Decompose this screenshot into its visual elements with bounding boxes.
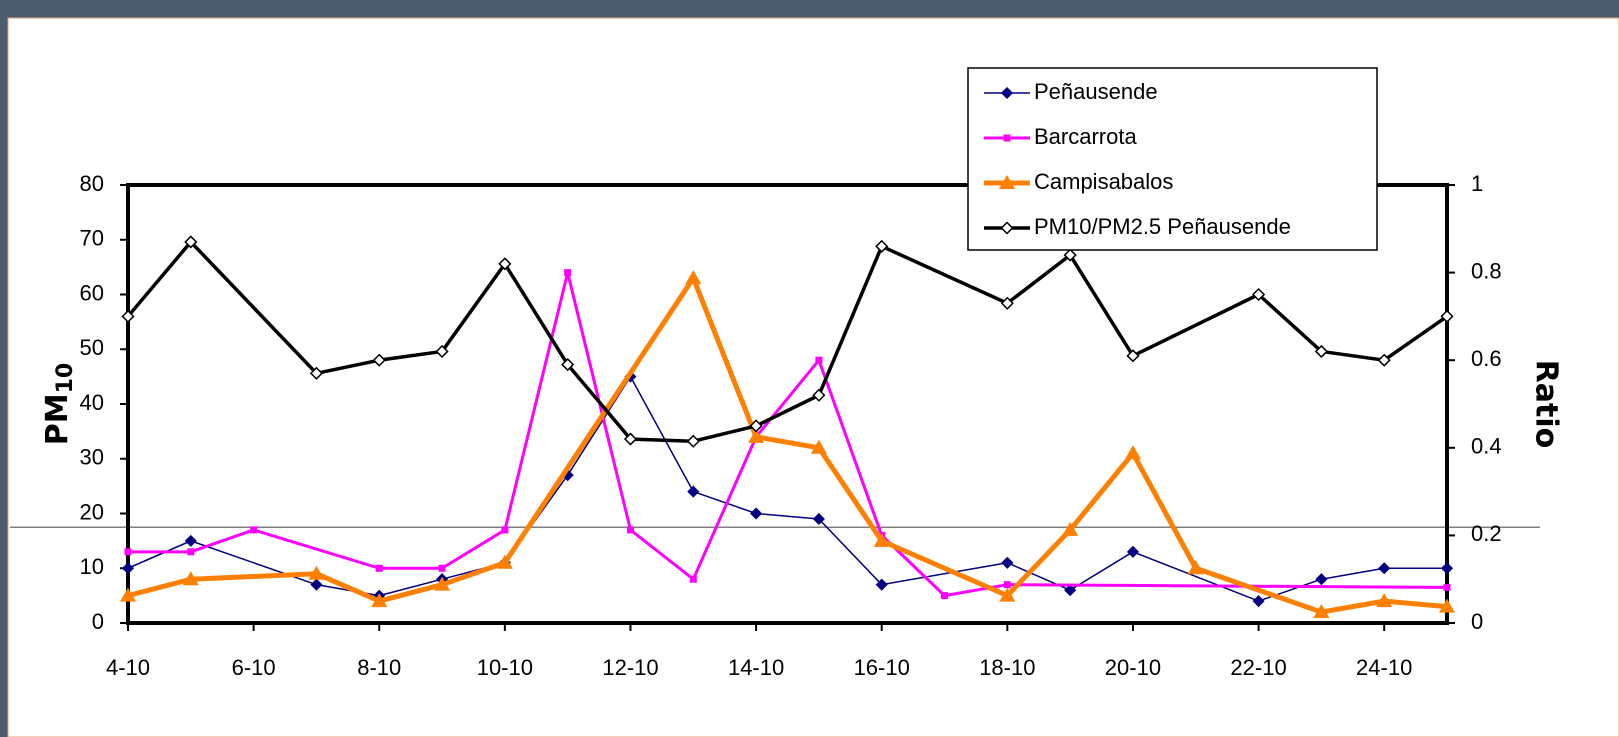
legend-label: Campisabalos [1034,169,1173,194]
legend-label: PM10/PM2.5 Peñausende [1034,214,1291,239]
point [439,565,446,572]
x-tick-label: 4-10 [106,655,150,680]
x-tick-label: 8-10 [357,655,401,680]
y-tick-label: 30 [80,445,104,470]
y-tick-label: 50 [80,335,104,360]
y2-tick-label: 0.6 [1471,346,1502,371]
y-axis-title-main: PM [40,393,75,445]
point [187,548,194,555]
point [1004,581,1011,588]
x-tick-label: 22-10 [1230,655,1286,680]
point [1004,135,1011,142]
y2-tick-label: 0.2 [1471,521,1502,546]
x-tick-label: 12-10 [602,655,658,680]
point [941,592,948,599]
point [564,269,571,276]
legend-label: Peñausende [1034,79,1158,104]
y-axis-title-subscript: 10 [53,363,78,394]
legend-label: Barcarrota [1034,124,1137,149]
y-tick-label: 20 [80,499,104,524]
point [1444,584,1451,591]
x-tick-label: 14-10 [728,655,784,680]
y2-tick-label: 0.8 [1471,258,1502,283]
y2-tick-label: 0.4 [1471,434,1502,459]
page: {"chart_data": { "type": "line", "ylabel… [0,0,1619,737]
point [627,526,634,533]
y2-tick-label: 1 [1471,171,1483,196]
point [815,357,822,364]
x-tick-label: 24-10 [1356,655,1412,680]
y-tick-label: 80 [80,171,104,196]
x-tick-label: 6-10 [232,655,276,680]
y-tick-label: 10 [80,554,104,579]
y-tick-label: 60 [80,280,104,305]
x-tick-label: 10-10 [477,655,533,680]
y-tick-label: 0 [92,609,104,634]
x-tick-label: 18-10 [979,655,1035,680]
y-tick-label: 40 [80,390,104,415]
y2-axis-title: Ratio [1529,360,1564,449]
point [125,548,132,555]
point [690,576,697,583]
chart: PM10 Ratio 0102030405060708000.20.40.60.… [0,0,1619,737]
y2-tick-label: 0 [1471,609,1483,634]
point [501,526,508,533]
point [250,526,257,533]
x-tick-label: 16-10 [854,655,910,680]
point [376,565,383,572]
x-tick-label: 20-10 [1105,655,1161,680]
y-tick-label: 70 [80,226,104,251]
